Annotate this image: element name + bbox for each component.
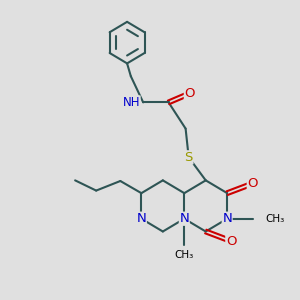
Text: NH: NH	[123, 96, 140, 109]
Text: O: O	[226, 235, 236, 248]
Text: CH₃: CH₃	[175, 250, 194, 260]
Text: CH₃: CH₃	[266, 214, 285, 224]
Text: O: O	[247, 177, 258, 190]
Text: O: O	[184, 87, 195, 100]
Text: N: N	[136, 212, 146, 225]
Text: N: N	[179, 212, 189, 225]
Text: S: S	[184, 151, 193, 164]
Text: N: N	[222, 212, 232, 225]
